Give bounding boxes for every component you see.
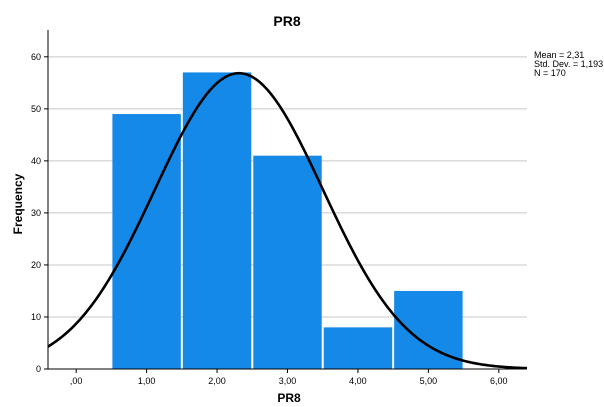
- y-tick-label: 20: [31, 260, 41, 270]
- x-tick-label: 2,00: [208, 376, 226, 386]
- bars: [112, 72, 463, 369]
- x-tick-label: ,00: [70, 376, 83, 386]
- x-tick-label: 5,00: [420, 376, 438, 386]
- stats-line-2: N = 170: [534, 68, 566, 78]
- y-tick-label: 30: [31, 208, 41, 218]
- x-tick-label: 6,00: [490, 376, 508, 386]
- x-tick-label: 4,00: [349, 376, 367, 386]
- x-axis-title: PR8: [277, 391, 301, 405]
- x-tick-label: 3,00: [279, 376, 297, 386]
- stats-line-0: Mean = 2,31: [534, 50, 584, 60]
- y-tick-label: 0: [36, 364, 41, 374]
- y-tick-label: 40: [31, 156, 41, 166]
- bar-2: [253, 155, 322, 369]
- stats-line-1: Std. Dev. = 1,193: [534, 59, 603, 69]
- x-tick-label: 1,00: [138, 376, 156, 386]
- y-tick-label: 50: [31, 104, 41, 114]
- y-tick-label: 60: [31, 52, 41, 62]
- y-tick-label: 10: [31, 312, 41, 322]
- x-tick-labels: ,00 1,00 2,00 3,00 4,00 5,00 6,00: [70, 369, 508, 386]
- y-tick-labels: 0 10 20 30 40 50 60: [31, 52, 48, 374]
- bar-0: [112, 114, 181, 369]
- chart-title: PR8: [273, 13, 300, 29]
- bar-1: [182, 72, 252, 369]
- normal-curve: [47, 71, 528, 370]
- y-axis-title: Frequency: [11, 173, 25, 234]
- bar-3: [323, 327, 393, 369]
